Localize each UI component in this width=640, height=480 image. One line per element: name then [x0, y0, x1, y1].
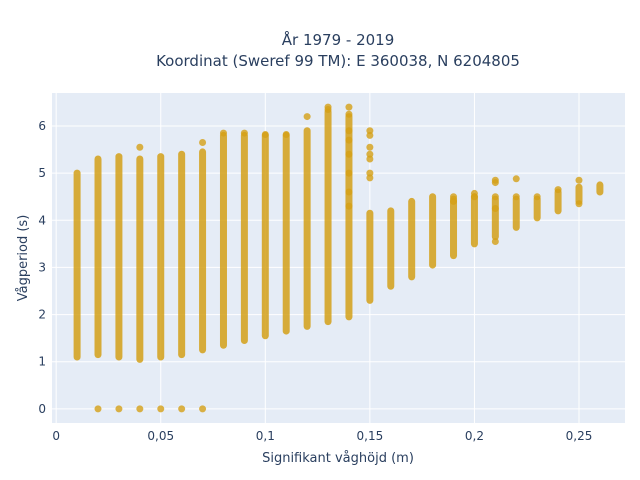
data-column [136, 155, 144, 363]
grid-lines [52, 93, 625, 423]
data-point [345, 202, 353, 210]
x-tick-label: 0,2 [465, 429, 484, 443]
data-point [219, 129, 227, 137]
data-column [470, 193, 478, 248]
data-column [115, 153, 123, 361]
data-column [219, 131, 227, 349]
data-point [324, 106, 332, 113]
data-column [157, 153, 165, 361]
data-point [261, 130, 269, 138]
data-point [512, 175, 520, 183]
y-tick-labels: 0 1 2 3 4 5 6 [38, 119, 46, 416]
data-column [575, 183, 583, 205]
y-tick-label: 3 [38, 260, 46, 274]
y-tick-label: 0 [38, 402, 46, 416]
data-column [366, 209, 374, 304]
data-point [533, 193, 541, 201]
data-point [366, 174, 374, 182]
data-point [136, 405, 144, 413]
data-column [596, 181, 604, 196]
x-tick-label: 0,05 [147, 429, 174, 443]
data-point [345, 136, 353, 144]
data-point [345, 110, 353, 118]
data-point [303, 113, 311, 121]
x-tick-labels: 0 0,05 0,1 0,15 0,2 0,25 [52, 429, 592, 443]
x-tick-label: 0,25 [566, 429, 593, 443]
data-point [345, 150, 353, 158]
data-point [115, 405, 123, 413]
data-point [366, 143, 374, 151]
data-point [136, 143, 144, 151]
chart-title-line1: År 1979 - 2019 [282, 30, 395, 49]
data-point [450, 197, 458, 205]
data-column [303, 127, 311, 330]
data-point [199, 405, 207, 413]
data-column [429, 193, 437, 269]
data-point [491, 205, 499, 212]
data-point [282, 130, 290, 138]
plot-area [52, 93, 625, 423]
chart-title-line2: Koordinat (Sweref 99 TM): E 360038, N 62… [156, 52, 520, 70]
y-tick-label: 6 [38, 119, 46, 133]
data-point [491, 238, 499, 245]
x-tick-label: 0,1 [256, 429, 275, 443]
data-column [345, 113, 353, 321]
data-column [387, 207, 395, 290]
data-column [199, 148, 207, 354]
data-point [240, 129, 248, 137]
data-point [366, 131, 374, 139]
data-column [94, 155, 102, 359]
data-point [575, 200, 583, 208]
y-tick-label: 4 [38, 213, 46, 227]
data-point [94, 405, 102, 413]
data-column [178, 150, 186, 359]
data-column [554, 188, 562, 215]
data-point [157, 405, 165, 413]
data-column [450, 195, 458, 260]
y-tick-label: 5 [38, 166, 46, 180]
data-point [345, 127, 353, 135]
data-column [533, 195, 541, 222]
data-point [491, 179, 499, 187]
y-axis-label: Vågperiod (s) [16, 215, 31, 302]
y-tick-label: 2 [38, 308, 46, 322]
data-point [554, 186, 562, 194]
data-point [491, 193, 499, 201]
data-point [575, 176, 583, 184]
data-point [199, 139, 207, 146]
data-point [470, 193, 478, 201]
data-markers [73, 103, 604, 413]
data-column [282, 131, 290, 335]
x-axis-label: Signifikant våghöjd (m) [262, 451, 414, 466]
data-column [491, 195, 499, 241]
data-point [345, 169, 353, 177]
data-column [324, 108, 332, 326]
data-point [366, 155, 374, 163]
data-point [512, 193, 520, 201]
data-column [408, 197, 416, 281]
data-point [345, 188, 353, 196]
y-tick-label: 1 [38, 355, 46, 369]
data-column [512, 195, 520, 231]
data-column [240, 131, 248, 344]
data-column [73, 169, 81, 361]
data-point [345, 103, 353, 111]
data-point [178, 405, 186, 413]
data-column [261, 131, 269, 340]
x-tick-label: 0 [52, 429, 60, 443]
x-tick-label: 0,15 [357, 429, 384, 443]
